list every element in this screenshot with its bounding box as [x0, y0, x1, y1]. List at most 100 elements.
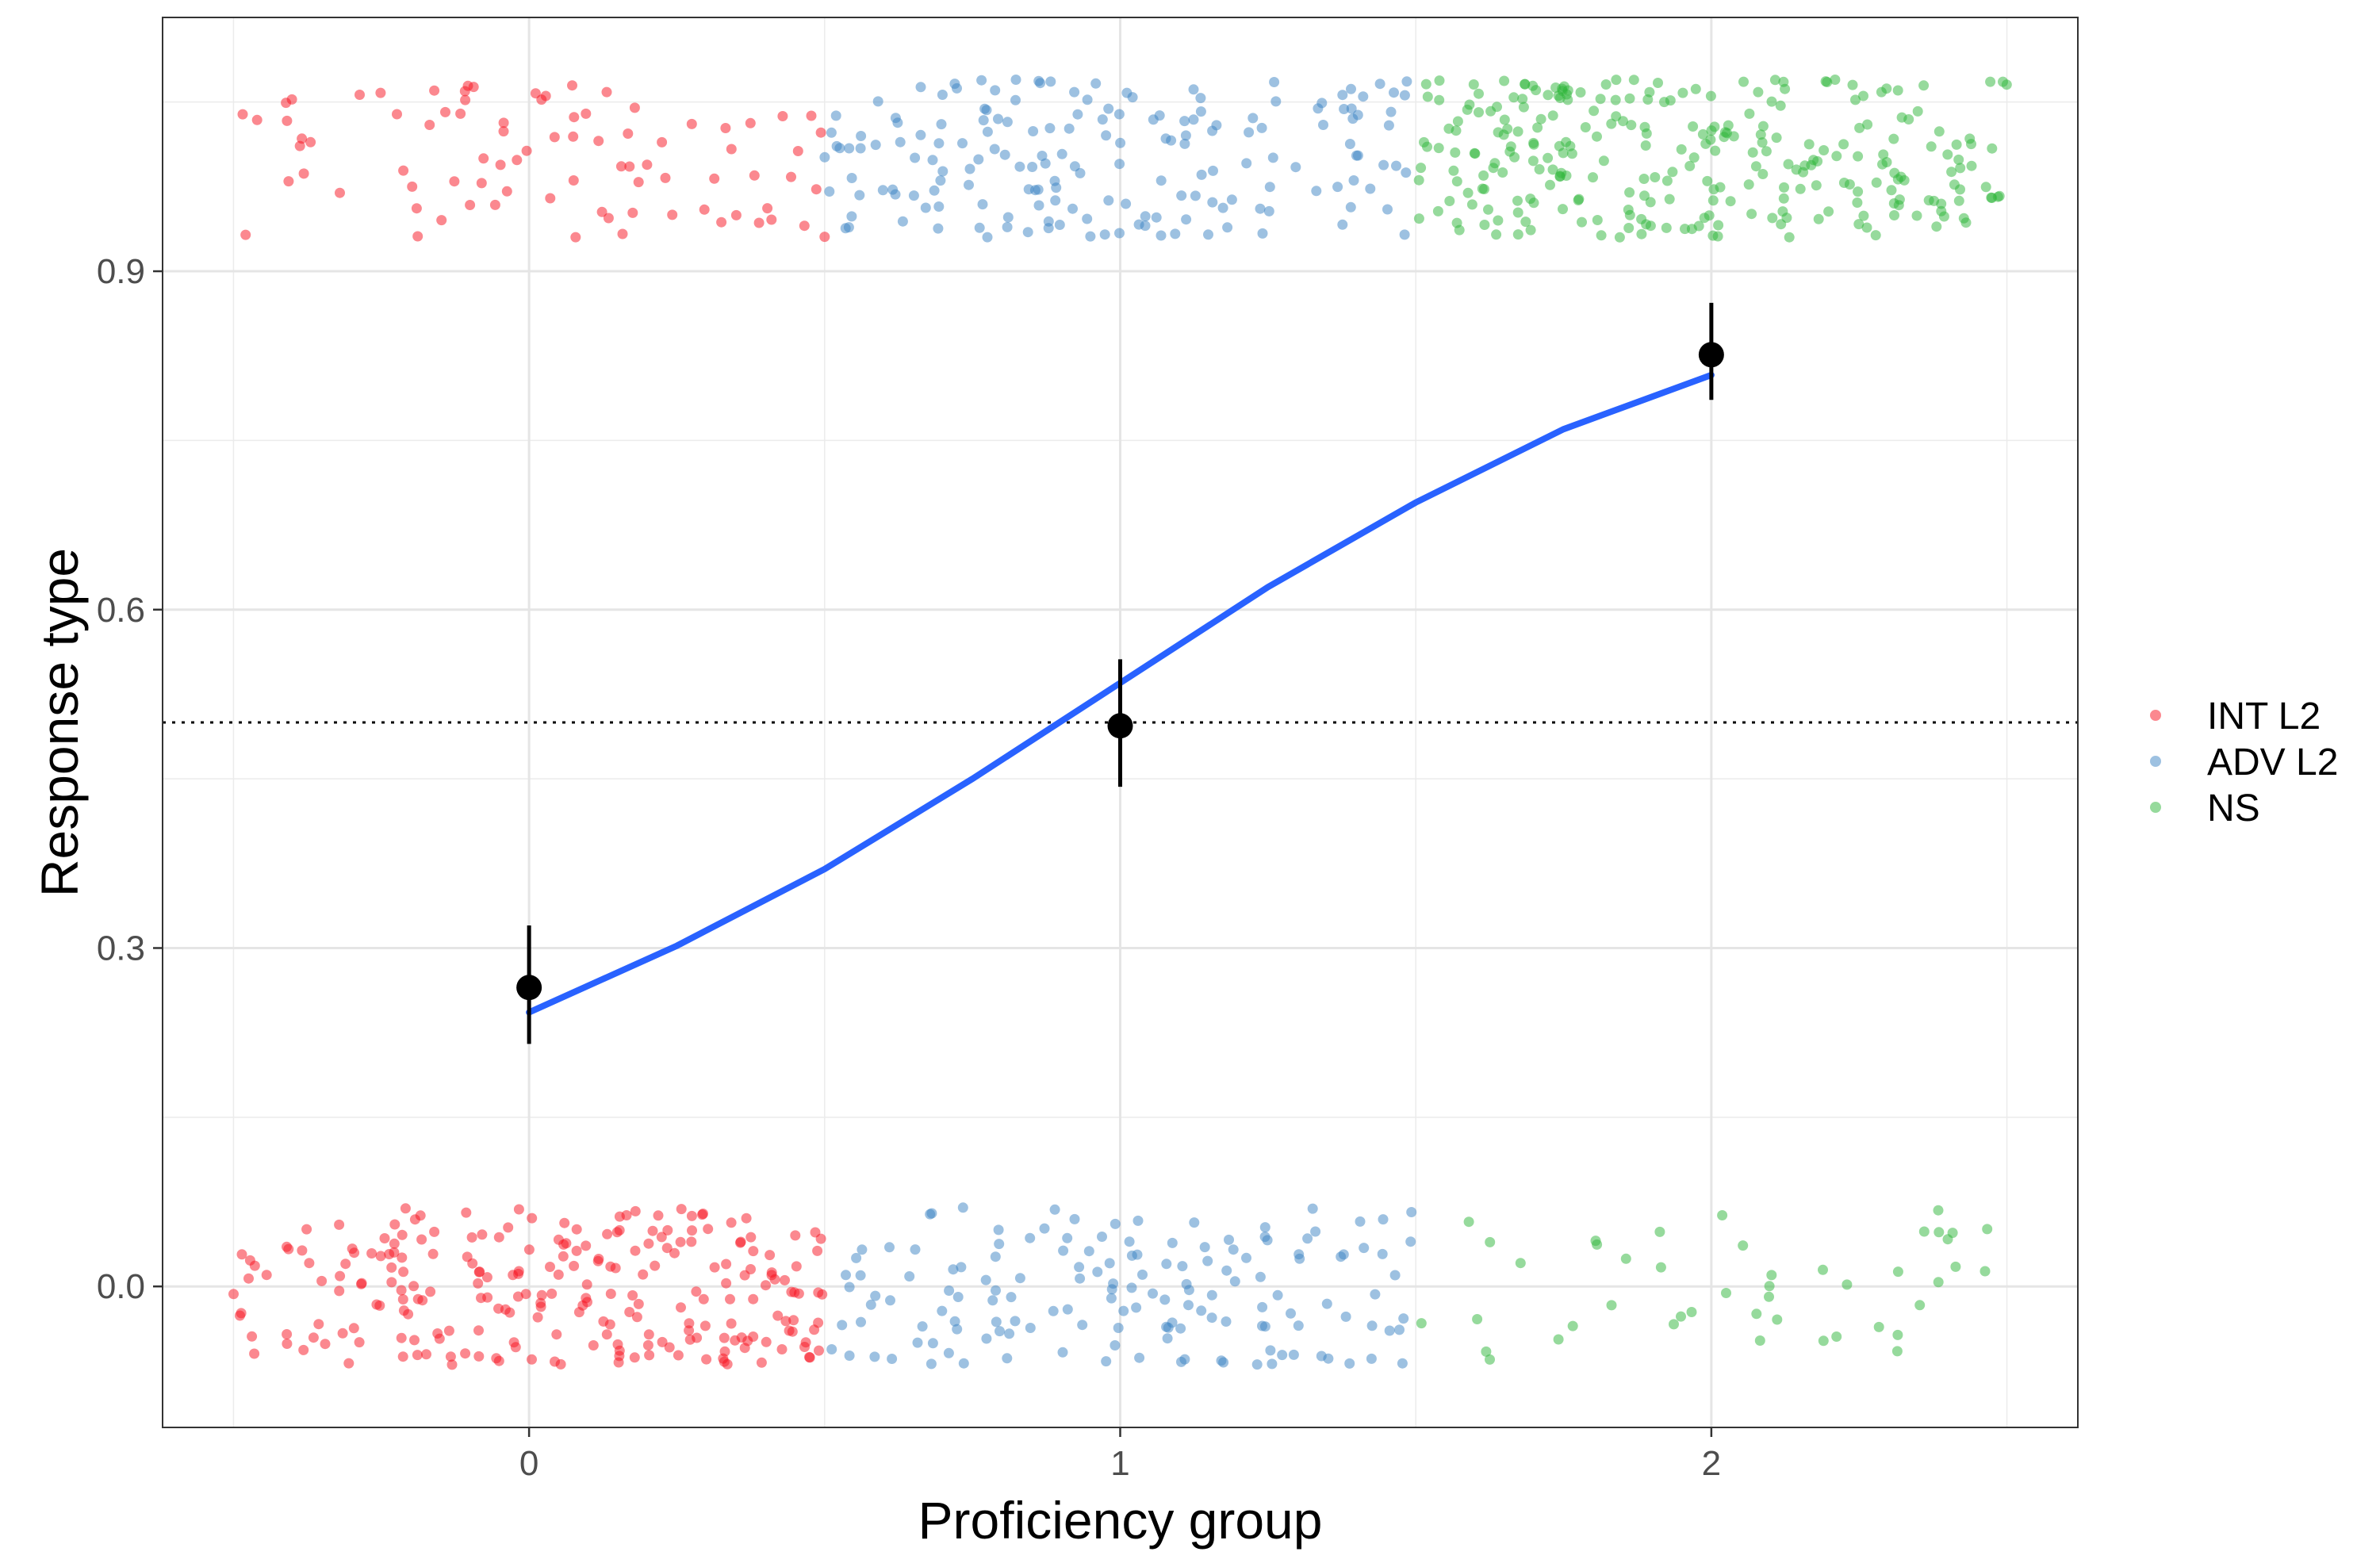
data-point [425, 1286, 436, 1297]
data-point [892, 117, 903, 128]
data-point [1515, 1258, 1526, 1269]
data-point [1056, 148, 1067, 159]
data-point [1767, 213, 1778, 224]
data-point [1933, 1205, 1944, 1216]
data-point [1953, 154, 1964, 165]
data-point [1049, 175, 1060, 186]
data-point [699, 204, 710, 215]
data-point [1321, 1298, 1332, 1309]
data-point [474, 1266, 485, 1278]
data-point [927, 1338, 938, 1349]
data-point [1162, 1333, 1173, 1344]
data-point [1728, 131, 1739, 142]
data-point [1697, 128, 1708, 140]
data-point [1653, 78, 1663, 88]
data-point [709, 1262, 720, 1273]
data-point [308, 1332, 319, 1343]
data-point [409, 1214, 420, 1225]
data-point [1493, 215, 1504, 226]
data-point [375, 87, 386, 98]
data-point [1472, 1314, 1483, 1324]
data-point [1255, 1271, 1266, 1282]
data-point [1547, 164, 1558, 175]
data-point [1688, 152, 1700, 163]
data-point [1264, 182, 1275, 193]
data-point [870, 140, 881, 151]
data-point [532, 1312, 543, 1323]
data-point [1434, 75, 1445, 86]
data-point [1686, 1307, 1697, 1317]
data-point [1010, 1316, 1021, 1327]
data-point [1383, 120, 1394, 131]
data-point [1272, 1289, 1283, 1301]
data-point [769, 1274, 780, 1285]
data-point [1982, 1224, 1993, 1235]
data-point [948, 1264, 959, 1275]
data-point [389, 1219, 400, 1230]
data-point [1474, 107, 1484, 118]
data-point [1110, 1340, 1121, 1351]
data-point [698, 1209, 708, 1219]
data-point [1217, 202, 1228, 213]
data-point [527, 1213, 538, 1224]
data-point [1241, 158, 1252, 169]
data-point [756, 1357, 767, 1368]
data-point [251, 114, 263, 125]
data-point [1064, 123, 1075, 134]
data-point [1378, 159, 1389, 170]
data-point [1624, 187, 1635, 198]
data-point [1307, 1203, 1318, 1214]
data-point [611, 1227, 623, 1238]
data-point [1958, 213, 1969, 224]
data-point [692, 1332, 703, 1343]
data-point [397, 1351, 408, 1362]
data-point [1077, 1320, 1088, 1331]
data-point [657, 1336, 668, 1347]
data-point [994, 1239, 1005, 1250]
data-point [925, 1209, 936, 1220]
data-point [630, 1205, 641, 1216]
data-point [1479, 184, 1489, 194]
data-point [982, 126, 993, 137]
data-point [1600, 79, 1612, 90]
data-point [1420, 79, 1431, 90]
data-point [581, 1240, 592, 1251]
data-point [1764, 1291, 1774, 1302]
data-point [1202, 1255, 1213, 1266]
data-point [935, 175, 946, 186]
data-point [813, 1287, 824, 1298]
data-point [412, 231, 423, 242]
data-point [617, 228, 628, 239]
data-point [943, 1347, 954, 1358]
data-point [1650, 172, 1661, 182]
data-point [1416, 1318, 1427, 1329]
data-point [809, 1324, 820, 1335]
data-point [1886, 185, 1897, 196]
data-point [1133, 1215, 1144, 1226]
data-point [1640, 140, 1651, 151]
data-point [1534, 164, 1545, 174]
data-point [1708, 184, 1719, 195]
data-point [1527, 155, 1539, 167]
data-point [1025, 1232, 1036, 1243]
data-point [1151, 212, 1162, 223]
y-tick-label: 0.9 [97, 252, 145, 291]
data-point [398, 1266, 409, 1278]
data-point [1452, 116, 1463, 127]
data-point [501, 186, 512, 197]
data-point [719, 1356, 730, 1367]
data-point [1661, 175, 1673, 186]
data-point [614, 1345, 625, 1356]
data-point [1340, 1311, 1351, 1322]
data-point [593, 136, 604, 147]
data-point [570, 232, 581, 243]
data-point [1520, 216, 1531, 228]
data-point [1293, 1320, 1304, 1331]
data-point [855, 143, 866, 154]
data-point [247, 1331, 258, 1342]
data-point [343, 1358, 355, 1369]
data-point [1614, 232, 1625, 243]
data-point [952, 1292, 964, 1302]
